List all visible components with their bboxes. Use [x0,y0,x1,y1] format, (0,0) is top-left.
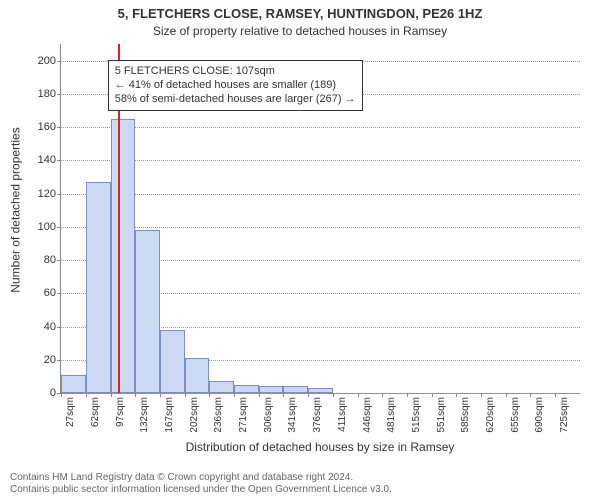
plot-area: 02040608010012014016018020027sqm62sqm97s… [60,44,580,394]
ytick-label: 120 [38,188,56,200]
xtick-mark [61,393,62,397]
xtick-label: 585sqm [460,397,471,433]
xtick-label: 481sqm [386,397,397,433]
histogram-bar [61,375,86,393]
xtick-label: 620sqm [485,397,496,433]
ytick-mark [57,227,61,228]
xtick-mark [530,393,531,397]
ytick-mark [57,360,61,361]
xtick-mark [283,393,284,397]
xtick-label: 446sqm [362,397,373,433]
xtick-mark [481,393,482,397]
ytick-label: 160 [38,121,56,133]
xtick-label: 27sqm [65,397,76,427]
ytick-label: 40 [44,321,56,333]
ytick-mark [57,127,61,128]
ytick-label: 200 [38,55,56,67]
histogram-bar [209,381,234,393]
xtick-mark [407,393,408,397]
gridline [61,127,580,128]
gridline [61,194,580,195]
xtick-mark [111,393,112,397]
xtick-label: 306sqm [263,397,274,433]
chart-title: 5, FLETCHERS CLOSE, RAMSEY, HUNTINGDON, … [0,6,600,21]
gridline [61,227,580,228]
histogram-bar [86,182,111,393]
y-axis-label: Number of detached properties [8,0,24,420]
xtick-label: 376sqm [312,397,323,433]
ytick-label: 140 [38,154,56,166]
histogram-bar [160,330,185,393]
xtick-mark [234,393,235,397]
ytick-label: 180 [38,88,56,100]
histogram-bar [283,386,308,393]
ytick-label: 0 [50,387,56,399]
ytick-mark [57,260,61,261]
xtick-label: 97sqm [115,397,126,427]
xtick-mark [86,393,87,397]
xtick-mark [358,393,359,397]
xtick-mark [308,393,309,397]
histogram-bar [308,388,333,393]
ytick-label: 60 [44,287,56,299]
ytick-mark [57,160,61,161]
ytick-label: 100 [38,221,56,233]
ytick-mark [57,327,61,328]
gridline [61,160,580,161]
xtick-mark [432,393,433,397]
xtick-mark [185,393,186,397]
chart-subtitle: Size of property relative to detached ho… [0,24,600,38]
annotation-line: ← 41% of detached houses are smaller (18… [115,78,356,92]
gridline [61,393,580,394]
ytick-label: 20 [44,354,56,366]
footer-attribution: Contains HM Land Registry data © Crown c… [10,472,590,496]
histogram-bar [259,386,284,393]
xtick-label: 411sqm [337,397,348,432]
xtick-label: 202sqm [189,397,200,433]
histogram-bar [135,230,160,393]
x-axis-label: Distribution of detached houses by size … [60,440,580,454]
histogram-bar [234,385,259,393]
footer-line-2: Contains public sector information licen… [10,484,590,496]
xtick-label: 167sqm [164,397,175,433]
ytick-mark [57,194,61,195]
xtick-label: 655sqm [510,397,521,433]
xtick-label: 62sqm [90,397,101,427]
annotation-line: 5 FLETCHERS CLOSE: 107sqm [115,64,356,78]
xtick-label: 690sqm [534,397,545,433]
xtick-label: 236sqm [213,397,224,433]
ytick-mark [57,293,61,294]
xtick-label: 132sqm [139,397,150,433]
ytick-mark [57,94,61,95]
xtick-mark [135,393,136,397]
histogram-bar [185,358,209,393]
xtick-mark [209,393,210,397]
xtick-mark [333,393,334,397]
histogram-bar [111,119,136,393]
annotation-line: 58% of semi-detached houses are larger (… [115,92,356,106]
xtick-mark [160,393,161,397]
xtick-mark [382,393,383,397]
xtick-mark [506,393,507,397]
ytick-label: 80 [44,254,56,266]
xtick-label: 551sqm [436,397,447,433]
annotation-box: 5 FLETCHERS CLOSE: 107sqm← 41% of detach… [108,60,363,111]
xtick-mark [555,393,556,397]
xtick-mark [456,393,457,397]
ytick-mark [57,61,61,62]
chart-container: 5, FLETCHERS CLOSE, RAMSEY, HUNTINGDON, … [0,0,600,500]
xtick-label: 515sqm [411,397,422,433]
xtick-mark [259,393,260,397]
xtick-label: 271sqm [238,397,249,433]
xtick-label: 341sqm [287,397,298,433]
xtick-label: 725sqm [559,397,570,433]
footer-line-1: Contains HM Land Registry data © Crown c… [10,472,590,484]
